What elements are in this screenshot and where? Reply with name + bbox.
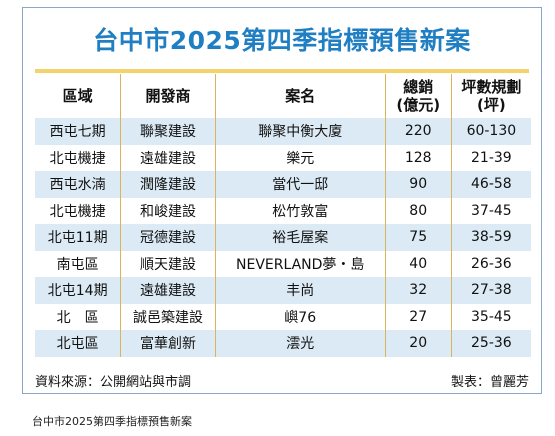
cell-size: 60-130 (450, 118, 531, 145)
cell-district: 西屯七期 (35, 118, 121, 145)
cell-sales: 75 (384, 224, 452, 251)
cell-developer: 冠德建設 (120, 224, 216, 251)
cell-developer: 誠邑築建設 (120, 303, 216, 330)
cell-project: 松竹敦富 (214, 197, 386, 224)
cell-project: 當代一邸 (214, 171, 386, 198)
table-row: 南屯區 順天建設 NEVERLAND夢・島 40 26-36 (35, 250, 531, 277)
table-row: 北屯區 富華創新 澐光 20 25-36 (35, 330, 531, 357)
cell-size: 37-45 (450, 197, 531, 224)
cell-size: 25-36 (450, 330, 531, 357)
cell-district: 北屯14期 (35, 277, 121, 304)
cell-project: NEVERLAND夢・島 (214, 250, 386, 277)
cell-project: 裕毛屋案 (214, 224, 386, 251)
table-row: 北屯機捷 遠雄建設 樂元 128 21-39 (35, 144, 531, 171)
cell-size: 27-38 (450, 277, 531, 304)
cell-district: 南屯區 (35, 250, 121, 277)
cell-district: 西屯水湳 (35, 171, 121, 198)
cell-sales: 27 (384, 303, 452, 330)
cell-developer: 潤隆建設 (120, 171, 216, 198)
cell-developer: 遠雄建設 (120, 277, 216, 304)
table-title: 台中市2025第四季指標預售新案 (93, 26, 471, 55)
cell-developer: 和峻建設 (120, 197, 216, 224)
cell-developer: 順天建設 (120, 250, 216, 277)
header-sales-line1: 總銷 (403, 78, 434, 96)
cell-district: 北屯機捷 (35, 197, 121, 224)
header-size-line1: 坪數規劃 (461, 78, 522, 96)
table-row: 西屯水湳 潤隆建設 當代一邸 90 46-58 (35, 171, 531, 198)
header-project: 案名 (214, 74, 386, 118)
cell-developer: 聯聚建設 (120, 118, 216, 145)
footer: 資料來源：公開網站與市調 製表：曾麗芳 (35, 371, 529, 390)
cell-district: 北 區 (35, 303, 121, 330)
cell-project: 丰尚 (214, 277, 386, 304)
infographic-card: 台中市2025第四季指標預售新案 區域 開發商 案名 總銷 (億元) 坪數規劃 … (22, 7, 542, 394)
header-row: 區域 開發商 案名 總銷 (億元) 坪數規劃 (坪) (35, 74, 531, 118)
header-size-line2: (坪) (477, 96, 506, 114)
cell-developer: 遠雄建設 (120, 144, 216, 171)
header-sales: 總銷 (億元) (384, 74, 452, 118)
cell-district: 北屯機捷 (35, 144, 121, 171)
cell-sales: 90 (384, 171, 452, 198)
cell-district: 北屯11期 (35, 224, 121, 251)
header-developer: 開發商 (120, 74, 216, 118)
cell-size: 38-59 (450, 224, 531, 251)
table-row: 北屯14期 遠雄建設 丰尚 32 27-38 (35, 277, 531, 304)
cell-size: 21-39 (450, 144, 531, 171)
table-row: 北屯11期 冠德建設 裕毛屋案 75 38-59 (35, 224, 531, 251)
credit-note: 製表：曾麗芳 (450, 375, 529, 390)
presale-table: 區域 開發商 案名 總銷 (億元) 坪數規劃 (坪) 西屯七期 聯聚建設 聯聚中衡大… (35, 74, 531, 357)
source-note: 資料來源：公開網站與市調 (35, 375, 192, 390)
cell-project: 樂元 (214, 144, 386, 171)
cell-sales: 80 (384, 197, 452, 224)
cell-project: 聯聚中衡大廈 (214, 118, 386, 145)
image-caption: 台中市2025第四季指標預售新案 (32, 415, 192, 428)
header-district: 區域 (62, 87, 93, 105)
cell-developer: 富華創新 (120, 330, 216, 357)
cell-district: 北屯區 (35, 330, 121, 357)
cell-sales: 20 (384, 330, 452, 357)
cell-sales: 220 (384, 118, 452, 145)
cell-size: 26-36 (450, 250, 531, 277)
cell-project: 澐光 (214, 330, 386, 357)
cell-project: 嶼76 (214, 303, 386, 330)
table-row: 西屯七期 聯聚建設 聯聚中衡大廈 220 60-130 (35, 118, 531, 145)
header-size: 坪數規劃 (坪) (450, 74, 531, 118)
cell-size: 46-58 (450, 171, 531, 198)
cell-sales: 128 (384, 144, 452, 171)
cell-size: 35-45 (450, 303, 531, 330)
table-row: 北屯機捷 和峻建設 松竹敦富 80 37-45 (35, 197, 531, 224)
cell-sales: 40 (384, 250, 452, 277)
title-rule (35, 69, 529, 73)
cell-sales: 32 (384, 277, 452, 304)
header-sales-line2: (億元) (396, 96, 441, 114)
table-row: 北 區誠邑築建設 嶼76 27 35-45 (35, 303, 531, 330)
